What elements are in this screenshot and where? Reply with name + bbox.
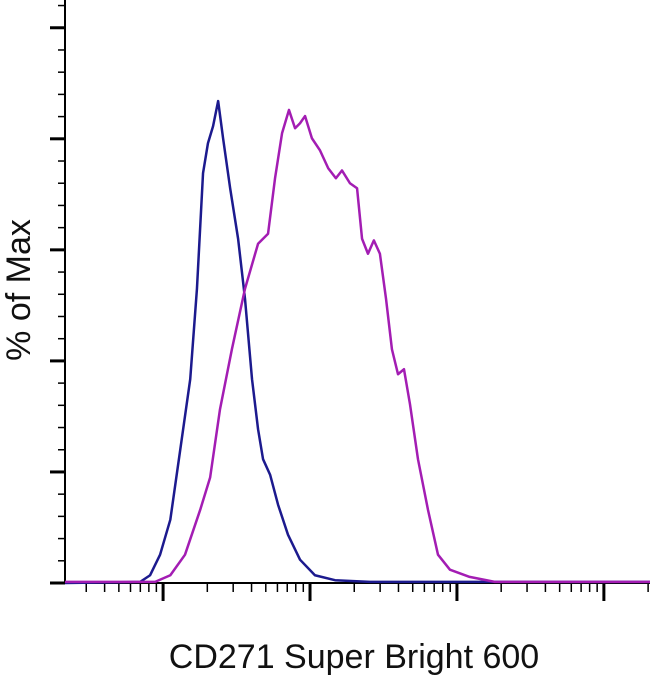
histogram-line <box>65 108 650 584</box>
y-axis-label: % of Max <box>0 219 38 361</box>
x-axis-label: CD271 Super Bright 600 <box>169 638 539 676</box>
histogram-line <box>64 99 650 585</box>
